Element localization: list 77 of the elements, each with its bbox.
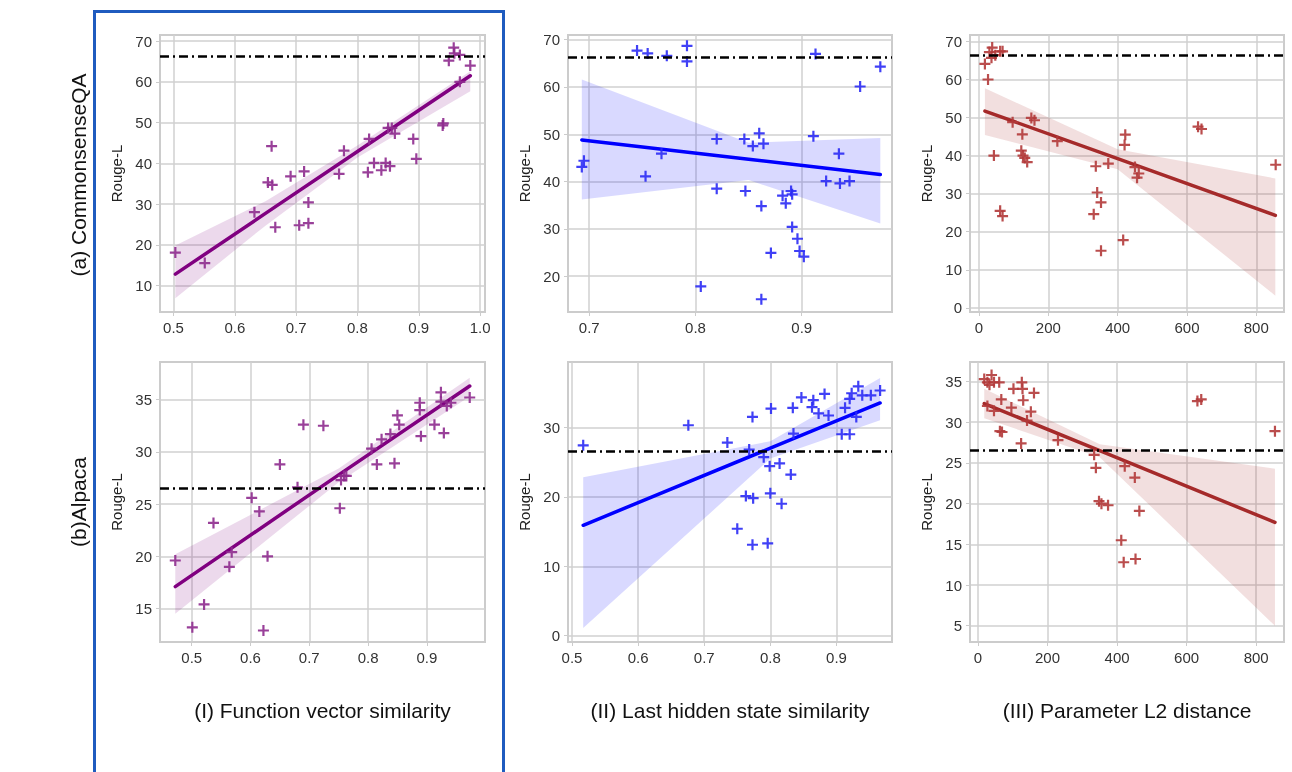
y-tick-label: 40	[543, 173, 560, 191]
y-axis-title: Rouge-L	[918, 473, 935, 531]
y-tick-label: 20	[135, 547, 152, 565]
x-axis-title: (I) Function vector similarity	[194, 699, 452, 722]
y-tick-label: 20	[945, 223, 962, 241]
x-tick-label: 0	[973, 649, 983, 666]
y-tick-label: 50	[945, 109, 962, 127]
x-tick-label: 0.8	[347, 319, 368, 336]
x-tick-label: 0	[974, 319, 984, 336]
y-tick-label: 15	[135, 600, 152, 618]
x-tick-label: 200	[1035, 319, 1061, 336]
x-tick-label: 1.0	[469, 319, 491, 336]
y-tick-label: 30	[543, 418, 560, 436]
y-axis-title: Rouge-L	[108, 144, 125, 203]
x-tick-label: 0.8	[759, 649, 781, 666]
y-axis-title: Rouge-L	[516, 473, 533, 531]
x-axis-title: (III) Parameter L2 distance	[1002, 699, 1252, 722]
y-tick-label: 40	[945, 147, 962, 165]
x-tick-label: 800	[1243, 649, 1269, 666]
x-tick-label: 0.5	[181, 649, 203, 666]
x-tick-label: 0.8	[357, 649, 379, 666]
x-tick-label: 0.6	[224, 319, 246, 336]
y-tick-label: 35	[945, 373, 962, 391]
y-tick-label: 20	[135, 236, 152, 254]
x-tick-label: 0.7	[285, 319, 307, 336]
x-tick-label: 800	[1243, 319, 1269, 336]
x-tick-label: 0.5	[163, 319, 184, 336]
y-tick-label: 20	[945, 495, 962, 513]
y-axis-title: Rouge-L	[918, 144, 935, 203]
y-tick-label: 30	[945, 185, 962, 203]
x-tick-label: 600	[1174, 649, 1200, 666]
y-tick-label: 50	[543, 125, 560, 143]
y-tick-label: 60	[135, 73, 152, 91]
x-tick-label: 0.6	[627, 649, 649, 666]
x-axis-title: (II) Last hidden state similarity	[590, 699, 870, 722]
x-tick-label: 0.9	[791, 319, 813, 336]
x-tick-label: 400	[1104, 649, 1130, 666]
y-tick-label: 70	[135, 32, 152, 50]
x-tick-label: 0.7	[693, 649, 715, 666]
x-tick-label: 0.5	[561, 649, 583, 666]
y-tick-label: 10	[945, 261, 962, 279]
x-tick-label: 0.9	[408, 319, 430, 336]
y-tick-label: 10	[945, 576, 962, 594]
y-tick-label: 10	[543, 557, 560, 575]
y-axis-title: Rouge-L	[108, 473, 125, 531]
y-tick-label: 70	[543, 31, 560, 49]
y-tick-label: 30	[135, 195, 152, 213]
y-tick-label: 5	[953, 617, 962, 635]
y-axis-title: Rouge-L	[516, 144, 533, 203]
y-tick-label: 50	[135, 114, 152, 132]
y-tick-label: 10	[135, 277, 152, 295]
y-tick-label: 30	[543, 220, 560, 238]
x-tick-label: 0.7	[298, 649, 320, 666]
x-tick-label: 200	[1035, 649, 1061, 666]
y-tick-label: 20	[543, 267, 560, 285]
x-tick-label: 0.8	[685, 319, 706, 336]
text: (b)Alpaca	[66, 456, 90, 547]
x-tick-label: 600	[1174, 319, 1200, 336]
y-tick-label: 0	[953, 299, 962, 317]
y-tick-label: 15	[945, 535, 962, 553]
x-tick-label: 0.6	[240, 649, 261, 666]
y-tick-label: 70	[945, 32, 962, 50]
x-tick-label: 0.7	[578, 319, 600, 336]
x-tick-label: 0.9	[416, 649, 438, 666]
y-tick-label: 60	[543, 78, 560, 96]
y-tick-label: 25	[945, 454, 962, 472]
y-tick-label: 30	[135, 443, 152, 461]
y-tick-label: 40	[135, 154, 152, 172]
y-tick-label: 35	[135, 391, 152, 409]
x-tick-label: 400	[1105, 319, 1131, 336]
y-tick-label: 60	[945, 71, 962, 89]
text: (a) CommonsenseQA	[66, 73, 90, 277]
y-tick-label: 30	[945, 413, 962, 431]
x-tick-label: 0.9	[826, 649, 847, 666]
y-tick-label: 25	[135, 495, 152, 513]
y-tick-label: 0	[551, 627, 560, 645]
y-tick-label: 20	[543, 488, 560, 506]
